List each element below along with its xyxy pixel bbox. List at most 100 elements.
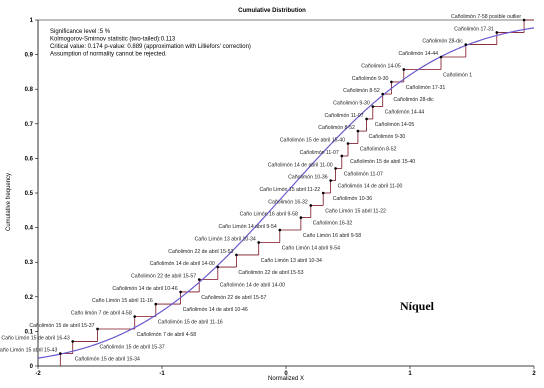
- y-axis-ticks: 0 0.1 0.2 0.3 0.4 0.5 0.6 0.7 0.8 0.9 1: [25, 18, 38, 370]
- lower-point-label: Caño Limón 16 abril 9-58: [303, 233, 361, 239]
- x-axis-ticks: -2 -1 0 1 2: [35, 366, 536, 377]
- point-label: Cañolimón 11-07: [300, 150, 339, 156]
- lower-point-label: Cañolimón 10-36: [333, 196, 373, 202]
- stats-line: Significance level :5 %: [50, 29, 111, 35]
- lower-point-label: Cañolimón 14 de abril 10-46: [183, 307, 248, 313]
- data-point: [71, 340, 75, 343]
- x-tick-label: 0: [284, 371, 288, 377]
- lower-point-label: Cañolimón 22 de abril 15-57: [201, 295, 266, 301]
- y-tick-label: 0.4: [25, 226, 34, 232]
- point-label: Cañolimón 10-36: [288, 175, 328, 181]
- data-point: [133, 315, 137, 318]
- data-point: [371, 105, 375, 108]
- point-label: Cañolimón 14 de abril 10-46: [112, 286, 177, 292]
- data-point: [59, 352, 62, 355]
- y-axis-label: Cumulative frequency: [6, 173, 12, 231]
- point-label: Cañolimón 14 de abril 14-00: [150, 261, 215, 267]
- lower-point-label: Cañolimón 15 de abril 11-16: [158, 320, 223, 326]
- lower-point-label: Cañolimón 14-05: [375, 122, 415, 128]
- lower-point-label: Cañolimón 15 de abril 15-34: [75, 357, 140, 363]
- lower-point-labels: Cañolimón 15 de abril 15-34 Cañolimón 15 …: [75, 72, 473, 362]
- y-tick-label: 0.3: [25, 260, 34, 266]
- data-point: [522, 18, 526, 22]
- data-point: [96, 327, 99, 331]
- data-point: [321, 191, 325, 195]
- normal-cdf-curve-group: [37, 27, 535, 359]
- data-point: [356, 129, 360, 133]
- overlay-text: Níquel: [400, 299, 435, 313]
- data-point: [197, 278, 201, 281]
- data-point: [334, 167, 337, 170]
- point-labels: Caño Limón 15 abril 15-43 Caño Limón 15 d…: [0, 14, 521, 354]
- data-point: [329, 179, 332, 182]
- data-point: [154, 302, 158, 306]
- data-point: [390, 80, 393, 84]
- stats-line: Kolmogorov-Smirnov statistic (two-tailed…: [50, 37, 176, 43]
- lower-point-label: Caño Limón 15 abril 11-22: [325, 208, 386, 214]
- data-point: [439, 55, 443, 59]
- point-label: Caño Limón 13 abril 10-34: [195, 236, 256, 242]
- lower-point-label: Cañolimón 8-52: [360, 147, 397, 153]
- lower-point-label: Cañolimón 16-32: [313, 221, 353, 227]
- x-tick-label: -1: [159, 371, 165, 377]
- point-label: Caño limón 7 de abril 4-58: [71, 311, 132, 317]
- point-label: Cañolimón 28-dic: [422, 39, 463, 45]
- point-label: Cañolimón 15 de abril 15-37: [29, 323, 94, 329]
- x-tick-label: 1: [408, 371, 412, 377]
- point-label: Cañolimón 8-52: [318, 125, 355, 131]
- data-point: [235, 253, 238, 257]
- point-label: Caño Limón 14 abril 9-54: [219, 224, 277, 230]
- lower-point-label: Cañolimón 15 de abril 15-37: [100, 344, 165, 350]
- overlay-box: Níquel: [400, 298, 540, 320]
- y-tick-label: 0.7: [25, 122, 34, 128]
- x-tick-label: 2: [532, 371, 536, 377]
- lower-point-label: Cañolimón 9-30: [369, 134, 406, 140]
- stats-line: Assumption of normality cannot be reject…: [50, 52, 167, 58]
- point-label: Cañolimón 9-30: [352, 76, 389, 82]
- normal-cdf-curve: [37, 27, 535, 359]
- y-tick-label: 1: [30, 18, 34, 24]
- data-point: [495, 31, 499, 34]
- y-tick-label: 0.2: [25, 295, 34, 301]
- lower-point-label: Cañolimón 15 de abril 15-40: [350, 159, 415, 165]
- point-label: Cañolimón 7-58 posible outlier: [451, 14, 521, 20]
- point-label: Cañolimón 22 de abril 15-53: [168, 249, 233, 255]
- point-label: Cañolimón 11-07: [324, 113, 363, 119]
- y-tick-label: 0.8: [25, 87, 34, 93]
- data-point: [346, 142, 350, 145]
- x-tick-label: -2: [35, 371, 41, 377]
- point-label: Cañolimón 9-30: [333, 101, 370, 107]
- lower-point-label: Cañolimón 14 de abril 11-00: [338, 184, 403, 190]
- point-label: Caño Limón 15 abril 11-22: [259, 187, 320, 193]
- lower-point-label: Cañolimón 28-dic: [393, 97, 434, 103]
- lower-point-label: Caño Limón 13 abril 10-34: [261, 258, 322, 264]
- y-tick-label: 0: [30, 364, 34, 370]
- data-points: [59, 18, 526, 355]
- point-label: Cañolimón 14 de abril 11-00: [268, 162, 333, 168]
- data-point: [340, 154, 344, 158]
- data-point: [309, 204, 313, 207]
- y-tick-label: 0.6: [25, 156, 34, 162]
- data-point: [381, 92, 385, 96]
- point-label: Cañolimón 22 de abril 15-57: [131, 274, 196, 280]
- lower-point-label: Cañolimón 7 de abril 4-58: [137, 332, 197, 338]
- data-point: [257, 241, 261, 244]
- statistics-box: Significance level :5 % Kolmogorov-Smirno…: [50, 29, 251, 58]
- lower-point-label: Cañolimón 22 de abril 15-53: [238, 270, 303, 276]
- point-label: Cañolimón 16-32: [268, 199, 308, 205]
- lower-point-label: Cañolimón 1: [443, 72, 472, 78]
- chart-title: Cumulative Distribution: [238, 8, 306, 14]
- point-label: Caño Limón 16 abril 9-58: [240, 212, 298, 218]
- y-tick-label: 0.1: [25, 329, 34, 335]
- y-tick-label: 0.9: [25, 53, 34, 59]
- lower-point-label: Cañolimón 14 de abril 14-00: [220, 283, 285, 289]
- point-label: Caño Limón 15 abril 15-43: [0, 348, 57, 354]
- lower-point-label: Cañolimón 14-44: [385, 110, 425, 116]
- x-axis-label: Normalized X: [268, 376, 304, 382]
- point-label: Cañolimón 8-52: [343, 88, 380, 94]
- data-point: [464, 43, 468, 46]
- point-label: Cañolimón 14-05: [361, 63, 401, 69]
- stats-line: Critical value: 0.174 p-value: 0.889 (ap…: [50, 44, 251, 50]
- data-point: [216, 265, 220, 269]
- data-point: [299, 216, 303, 219]
